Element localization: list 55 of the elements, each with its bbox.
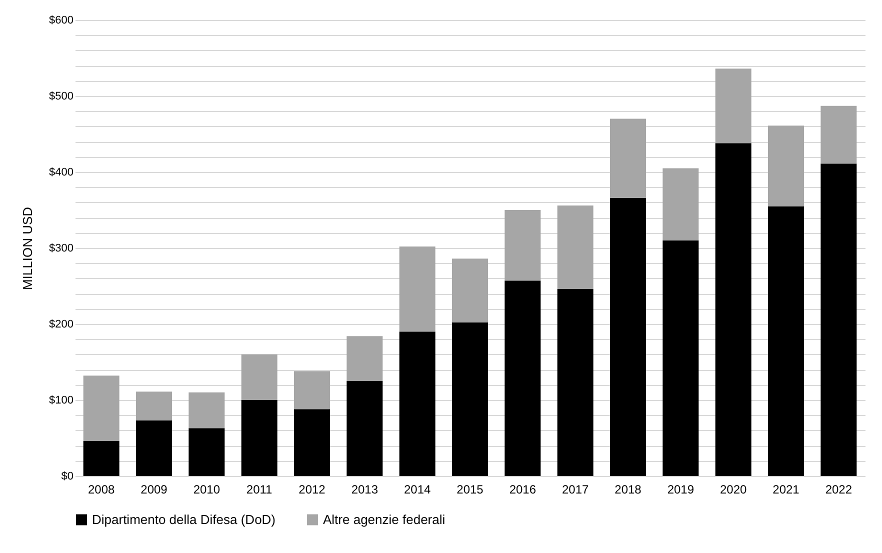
bar <box>504 280 541 476</box>
bar <box>768 206 804 476</box>
bar <box>768 126 804 206</box>
bar <box>557 289 594 476</box>
bar <box>294 371 330 410</box>
bar <box>399 332 436 476</box>
bar <box>662 168 699 240</box>
y-axis-title: MILLION USD <box>20 206 36 290</box>
x-tick-label: 2009 <box>140 482 168 496</box>
legend-label: Dipartimento della Difesa (DoD) <box>92 512 276 527</box>
x-tick-label: 2022 <box>825 482 852 496</box>
y-tick-label: $200 <box>49 318 74 330</box>
x-tick-label: 2015 <box>456 482 484 496</box>
bar <box>136 392 172 421</box>
bar <box>83 376 120 442</box>
bar <box>610 118 646 198</box>
bar <box>136 420 172 476</box>
x-tick-label: 2021 <box>772 482 800 496</box>
x-tick-label: 2018 <box>614 482 642 496</box>
bar <box>188 392 225 428</box>
y-tick-label: $100 <box>49 394 74 406</box>
bar <box>504 210 541 281</box>
x-tick-label: 2016 <box>509 482 536 496</box>
x-tick-label: 2010 <box>193 482 220 496</box>
x-tick-label: 2020 <box>720 482 748 496</box>
bar <box>820 164 857 476</box>
bar <box>820 106 857 164</box>
x-tick-label: 2019 <box>667 482 694 496</box>
bar <box>241 400 278 476</box>
x-tick-label: 2008 <box>88 482 116 496</box>
y-tick-label: $500 <box>49 90 74 102</box>
bar <box>346 336 383 381</box>
bar <box>662 240 699 476</box>
bar <box>241 354 278 400</box>
x-tick-label: 2012 <box>298 482 326 496</box>
y-tick-label: $400 <box>49 166 74 178</box>
bar <box>399 246 436 332</box>
bar <box>452 258 488 322</box>
x-tick-label: 2013 <box>351 482 378 496</box>
bar <box>294 409 330 476</box>
bar <box>346 381 383 476</box>
y-tick-label: $0 <box>61 470 74 482</box>
x-tick-label: 2011 <box>246 482 273 496</box>
y-tick-label: $300 <box>49 242 74 254</box>
bar <box>557 205 594 290</box>
y-tick-label: $600 <box>49 14 74 26</box>
x-tick-label: 2017 <box>562 482 590 496</box>
bar <box>610 198 646 476</box>
bar <box>83 441 120 476</box>
bar <box>715 143 752 476</box>
legend-label: Altre agenzie federali <box>323 512 446 527</box>
bar <box>188 428 225 476</box>
x-tick-label: 2014 <box>404 482 432 496</box>
bar <box>715 68 752 144</box>
bar <box>452 322 488 476</box>
